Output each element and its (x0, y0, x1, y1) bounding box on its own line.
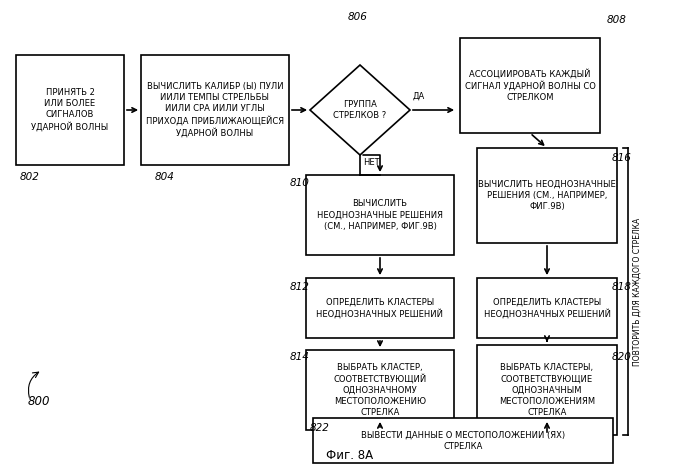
Bar (477, 278, 617, 338)
Polygon shape (310, 65, 410, 155)
Bar (460, 38, 600, 133)
Bar (477, 345, 617, 435)
Text: ОПРЕДЕЛИТЬ КЛАСТЕРЫ
НЕОДНОЗНАЧНЫХ РЕШЕНИЙ: ОПРЕДЕЛИТЬ КЛАСТЕРЫ НЕОДНОЗНАЧНЫХ РЕШЕНИ… (484, 298, 610, 319)
Text: ВЫЧИСЛИТЬ КАЛИБР (Ы) ПУЛИ
ИИЛИ ТЕМПЫ СТРЕЛЬБЫ
ИИЛИ СРА ИИЛИ УГЛЫ
ПРИХОДА ПРИБЛИЖ: ВЫЧИСЛИТЬ КАЛИБР (Ы) ПУЛИ ИИЛИ ТЕМПЫ СТР… (146, 82, 284, 138)
Text: АССОЦИИРОВАТЬ КАЖДЫЙ
СИГНАЛ УДАРНОЙ ВОЛНЫ СО
СТРЕЛКОМ: АССОЦИИРОВАТЬ КАЖДЫЙ СИГНАЛ УДАРНОЙ ВОЛН… (465, 68, 596, 102)
Text: ДА: ДА (413, 92, 425, 101)
Text: 812: 812 (290, 282, 310, 292)
Text: ГРУППА
СТРЕЛКОВ ?: ГРУППА СТРЕЛКОВ ? (333, 100, 387, 120)
Text: ВЫВЕСТИ ДАННЫЕ О МЕСТОПОЛОЖЕНИИ (ЯХ)
СТРЕЛКА: ВЫВЕСТИ ДАННЫЕ О МЕСТОПОЛОЖЕНИИ (ЯХ) СТР… (361, 431, 565, 451)
Text: ВЫБРАТЬ КЛАСТЕРЫ,
СООТВЕТСТВУЮЩИЕ
ОДНОЗНАЧНЫМ
МЕСТОПОЛОЖЕНИЯМ
СТРЕЛКА: ВЫБРАТЬ КЛАСТЕРЫ, СООТВЕТСТВУЮЩИЕ ОДНОЗН… (499, 363, 595, 417)
Text: 822: 822 (310, 423, 330, 433)
Text: 804: 804 (155, 172, 175, 182)
Text: ПОВТОРИТЬ ДЛЯ КАЖДОГО СТРЕЛКА: ПОВТОРИТЬ ДЛЯ КАЖДОГО СТРЕЛКА (633, 217, 642, 365)
Text: 818: 818 (612, 282, 632, 292)
Text: ОПРЕДЕЛИТЬ КЛАСТЕРЫ
НЕОДНОЗНАЧНЫХ РЕШЕНИЙ: ОПРЕДЕЛИТЬ КЛАСТЕРЫ НЕОДНОЗНАЧНЫХ РЕШЕНИ… (317, 298, 443, 319)
Bar (306, 175, 454, 255)
Text: Фиг. 8А: Фиг. 8А (326, 449, 373, 462)
Bar (477, 147, 617, 243)
Text: 820: 820 (612, 352, 632, 362)
Bar (306, 350, 454, 430)
Text: 800: 800 (28, 395, 50, 408)
Text: ВЫБРАТЬ КЛАСТЕР,
СООТВЕТСТВУЮЩИЙ
ОДНОЗНАЧНОМУ
МЕСТОПОЛОЖЕНИЮ
СТРЕЛКА: ВЫБРАТЬ КЛАСТЕР, СООТВЕТСТВУЮЩИЙ ОДНОЗНА… (333, 363, 426, 417)
Text: 808: 808 (607, 15, 627, 25)
Bar (16, 55, 124, 165)
Text: ВЫЧИСЛИТЬ НЕОДНОЗНАЧНЫЕ
РЕШЕНИЯ (СМ., НАПРИМЕР,
ФИГ.9В): ВЫЧИСЛИТЬ НЕОДНОЗНАЧНЫЕ РЕШЕНИЯ (СМ., НА… (478, 179, 616, 211)
Text: 806: 806 (348, 12, 368, 22)
Text: 814: 814 (290, 352, 310, 362)
Text: ПРИНЯТЬ 2
ИЛИ БОЛЕЕ
СИГНАЛОВ
УДАРНОЙ ВОЛНЫ: ПРИНЯТЬ 2 ИЛИ БОЛЕЕ СИГНАЛОВ УДАРНОЙ ВОЛ… (31, 88, 108, 132)
Bar (306, 278, 454, 338)
Bar (141, 55, 289, 165)
Text: 810: 810 (290, 178, 310, 188)
Text: 816: 816 (612, 153, 632, 163)
Bar (313, 418, 613, 464)
Text: 802: 802 (20, 172, 40, 182)
Text: ВЫЧИСЛИТЬ
НЕОДНОЗНАЧНЫЕ РЕШЕНИЯ
(СМ., НАПРИМЕР, ФИГ.9В): ВЫЧИСЛИТЬ НЕОДНОЗНАЧНЫЕ РЕШЕНИЯ (СМ., НА… (317, 199, 443, 231)
Text: НЕТ: НЕТ (363, 158, 380, 166)
